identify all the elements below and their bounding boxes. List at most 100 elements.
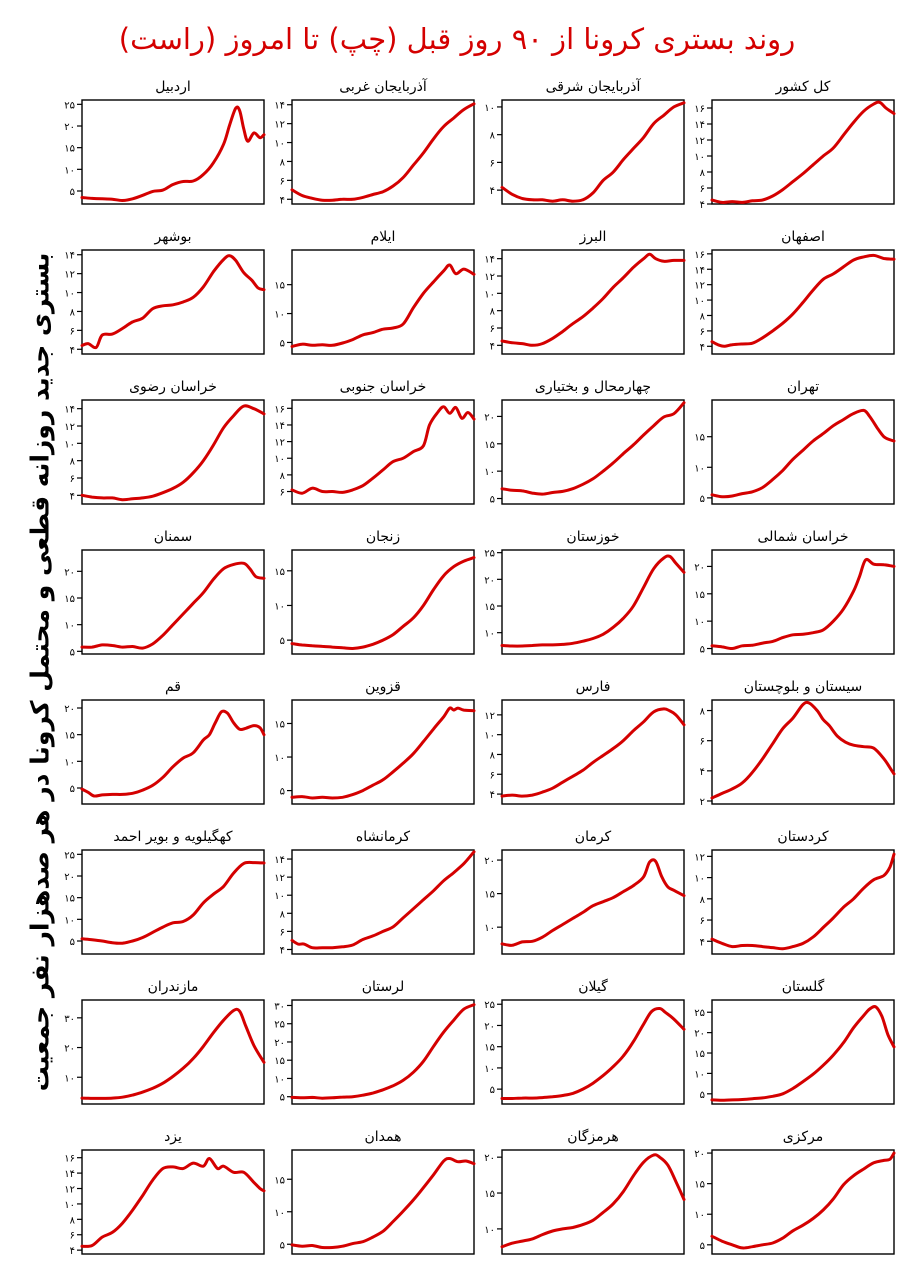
y-tick-label: ۴	[280, 195, 285, 206]
series-line	[290, 1003, 476, 1100]
y-tick-label: ۱۰	[64, 289, 75, 300]
y-tick-label: ۱۰	[484, 731, 495, 742]
panel-32: یزد ۴ ۶ ۸ ۱۰ ۱۲ ۱۴ ۱۶	[64, 1129, 266, 1257]
y-tick-label: ۴	[700, 937, 705, 948]
y-tick-label: ۱۶	[274, 404, 285, 415]
panel-title: آذربایجان شرقی	[546, 78, 642, 95]
series-line	[80, 404, 266, 502]
y-tick-label: ۲۰	[694, 1029, 705, 1040]
y-tick-label: ۱۲	[274, 438, 285, 449]
y-tick-label: ۸	[70, 307, 76, 318]
y-tick-label: ۶	[700, 184, 705, 195]
plot-frame	[81, 999, 265, 1105]
panel-28: مازندران ۱۰ ۲۰ ۳۰	[64, 979, 266, 1105]
y-tick-label: ۱۰	[274, 753, 285, 764]
y-tick-label: ۴	[700, 342, 705, 353]
panel-title: اردبیل	[155, 79, 191, 95]
y-tick-label: ۶	[700, 737, 705, 748]
y-tick-label: ۶	[70, 1231, 75, 1242]
panel-4: اردبیل ۵ ۱۰ ۱۵ ۲۰ ۲۵	[64, 79, 266, 205]
panel-title: مرکزی	[783, 1129, 824, 1145]
panel-title: مازندران	[148, 979, 199, 995]
plot-frame	[501, 999, 685, 1105]
plot-frame	[291, 249, 475, 355]
y-tick-label: ۱۰	[484, 289, 495, 300]
series-line	[80, 1007, 266, 1100]
plot-frame	[501, 1149, 685, 1255]
y-tick-label: ۶	[490, 324, 495, 335]
y-tick-label: ۲۰	[64, 1044, 75, 1055]
series-line	[710, 408, 896, 499]
y-tick-label: ۱۰	[484, 1225, 495, 1236]
y-tick-label: ۱۵	[484, 890, 495, 901]
y-tick-label: ۶	[700, 916, 705, 927]
y-tick-label: ۶	[490, 158, 495, 169]
panel-title: یزد	[164, 1129, 182, 1145]
panel-title: خوزستان	[566, 529, 619, 545]
series-line	[710, 700, 896, 800]
y-tick-label: ۵	[70, 784, 75, 795]
panel-title: کرمان	[575, 829, 612, 845]
panel-5: اصفهان ۴ ۶ ۸ ۱۰ ۱۲ ۱۴ ۱۶	[694, 229, 896, 355]
panel-title: گلستان	[782, 978, 825, 995]
y-tick-label: ۲۰	[694, 1149, 705, 1160]
series-line	[80, 561, 266, 650]
y-tick-label: ۱۲	[274, 120, 285, 131]
panel-title: زنجان	[366, 529, 400, 545]
y-tick-label: ۶	[280, 488, 285, 499]
y-tick-label: ۲۰	[274, 1038, 285, 1049]
y-tick-label: ۱۴	[64, 1169, 75, 1180]
y-tick-label: ۱۵	[274, 1175, 285, 1186]
y-tick-label: ۲۵	[274, 1020, 285, 1031]
y-tick-label: ۲۰	[64, 872, 75, 883]
plot-frame	[501, 849, 685, 955]
plot-frame	[81, 249, 265, 355]
y-tick-label: ۱۰	[274, 454, 285, 465]
y-tick-label: ۶	[280, 927, 285, 938]
panel-title: هرمزگان	[567, 1128, 619, 1145]
y-tick-label: ۱۴	[64, 405, 75, 416]
series-line	[80, 254, 266, 350]
series-line	[290, 1156, 476, 1250]
panel-title: اصفهان	[781, 229, 825, 245]
panel-title: کهگیلویه و بویر احمد	[113, 828, 233, 845]
panel-22: کرمان ۱۰ ۱۵ ۲۰	[484, 829, 686, 955]
series-line	[710, 253, 896, 348]
panel-13: خراسان شمالی ۵ ۱۰ ۱۵ ۲۰	[694, 529, 896, 656]
panel-17: سیستان و بلوچستان ۲ ۴ ۶ ۸	[700, 679, 896, 808]
panel-14: خوزستان ۱۰ ۱۵ ۲۰ ۲۵	[484, 529, 686, 655]
y-tick-label: ۱۲	[694, 852, 705, 863]
y-tick-label: ۱۴	[274, 101, 285, 112]
panel-title: خراسان رضوی	[129, 379, 217, 395]
y-tick-label: ۳۰	[274, 1001, 285, 1012]
y-tick-label: ۱۶	[64, 1154, 75, 1165]
y-tick-label: ۱۴	[274, 421, 285, 432]
series-line	[80, 105, 266, 203]
y-tick-label: ۱۰	[484, 103, 495, 114]
y-tick-label: ۵	[700, 494, 705, 505]
y-tick-label: ۱۵	[694, 1180, 705, 1191]
y-tick-label: ۲۰	[484, 1153, 495, 1164]
series-line	[80, 860, 266, 945]
series-line	[290, 850, 476, 950]
panel-1: کل کشور ۴ ۶ ۸ ۱۰ ۱۲ ۱۴ ۱۶	[694, 79, 896, 211]
panel-title: خراسان جنوبی	[340, 379, 427, 395]
y-tick-label: ۴	[490, 186, 495, 197]
y-tick-label: ۲۰	[484, 1021, 495, 1032]
series-line	[500, 401, 686, 496]
y-tick-label: ۵	[700, 645, 705, 656]
y-tick-label: ۵	[280, 636, 285, 647]
y-tick-label: ۸	[280, 909, 286, 920]
y-tick-label: ۴	[280, 945, 285, 956]
y-tick-label: ۱۵	[484, 1189, 495, 1200]
y-tick-label: ۲۰	[64, 704, 75, 715]
y-tick-label: ۱۵	[274, 1056, 285, 1067]
panel-10: چهارمحال و بختیاری ۵ ۱۰ ۱۵ ۲۰	[484, 379, 686, 506]
series-line	[290, 263, 476, 348]
y-tick-label: ۶	[70, 474, 75, 485]
y-tick-label: ۸	[70, 457, 76, 468]
plot-frame	[291, 549, 475, 655]
panel-7: ایلام ۵ ۱۰ ۱۵	[274, 229, 476, 355]
panel-title: چهارمحال و بختیاری	[535, 379, 651, 395]
y-tick-label: ۱۴	[484, 255, 495, 266]
